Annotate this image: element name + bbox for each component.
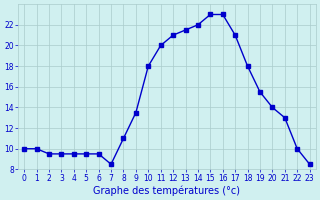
X-axis label: Graphe des températures (°c): Graphe des températures (°c) [93, 185, 240, 196]
